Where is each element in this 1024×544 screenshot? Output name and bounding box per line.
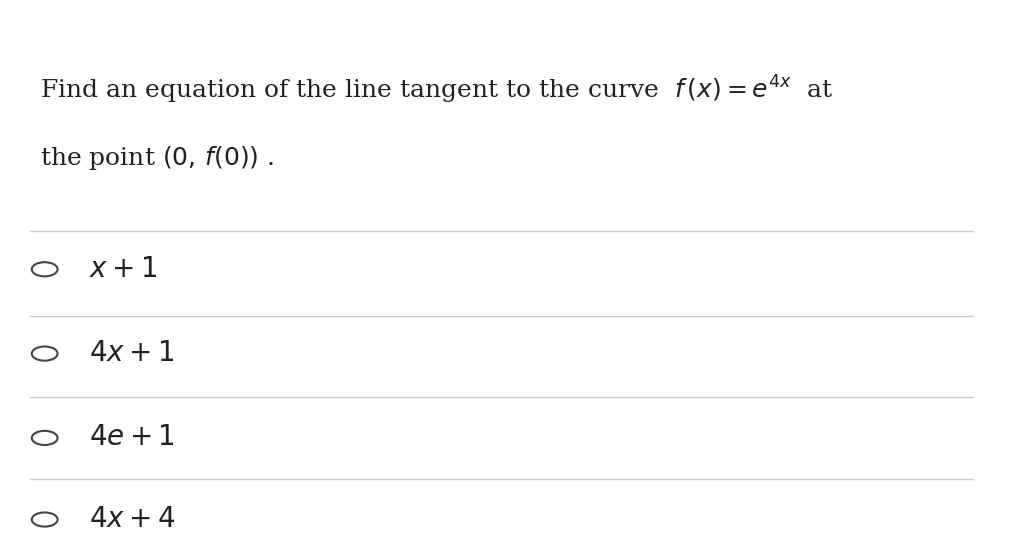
Text: $x + 1$: $x + 1$	[89, 256, 158, 283]
Text: $4e + 1$: $4e + 1$	[89, 424, 175, 452]
Text: $4x + 4$: $4x + 4$	[89, 506, 175, 533]
Text: Find an equation of the line tangent to the curve  $f\,(x) = e^{4x}$  at: Find an equation of the line tangent to …	[40, 73, 833, 106]
Text: $4x + 1$: $4x + 1$	[89, 340, 174, 367]
Text: the point $(0,\, f(0))$ .: the point $(0,\, f(0))$ .	[40, 144, 273, 172]
